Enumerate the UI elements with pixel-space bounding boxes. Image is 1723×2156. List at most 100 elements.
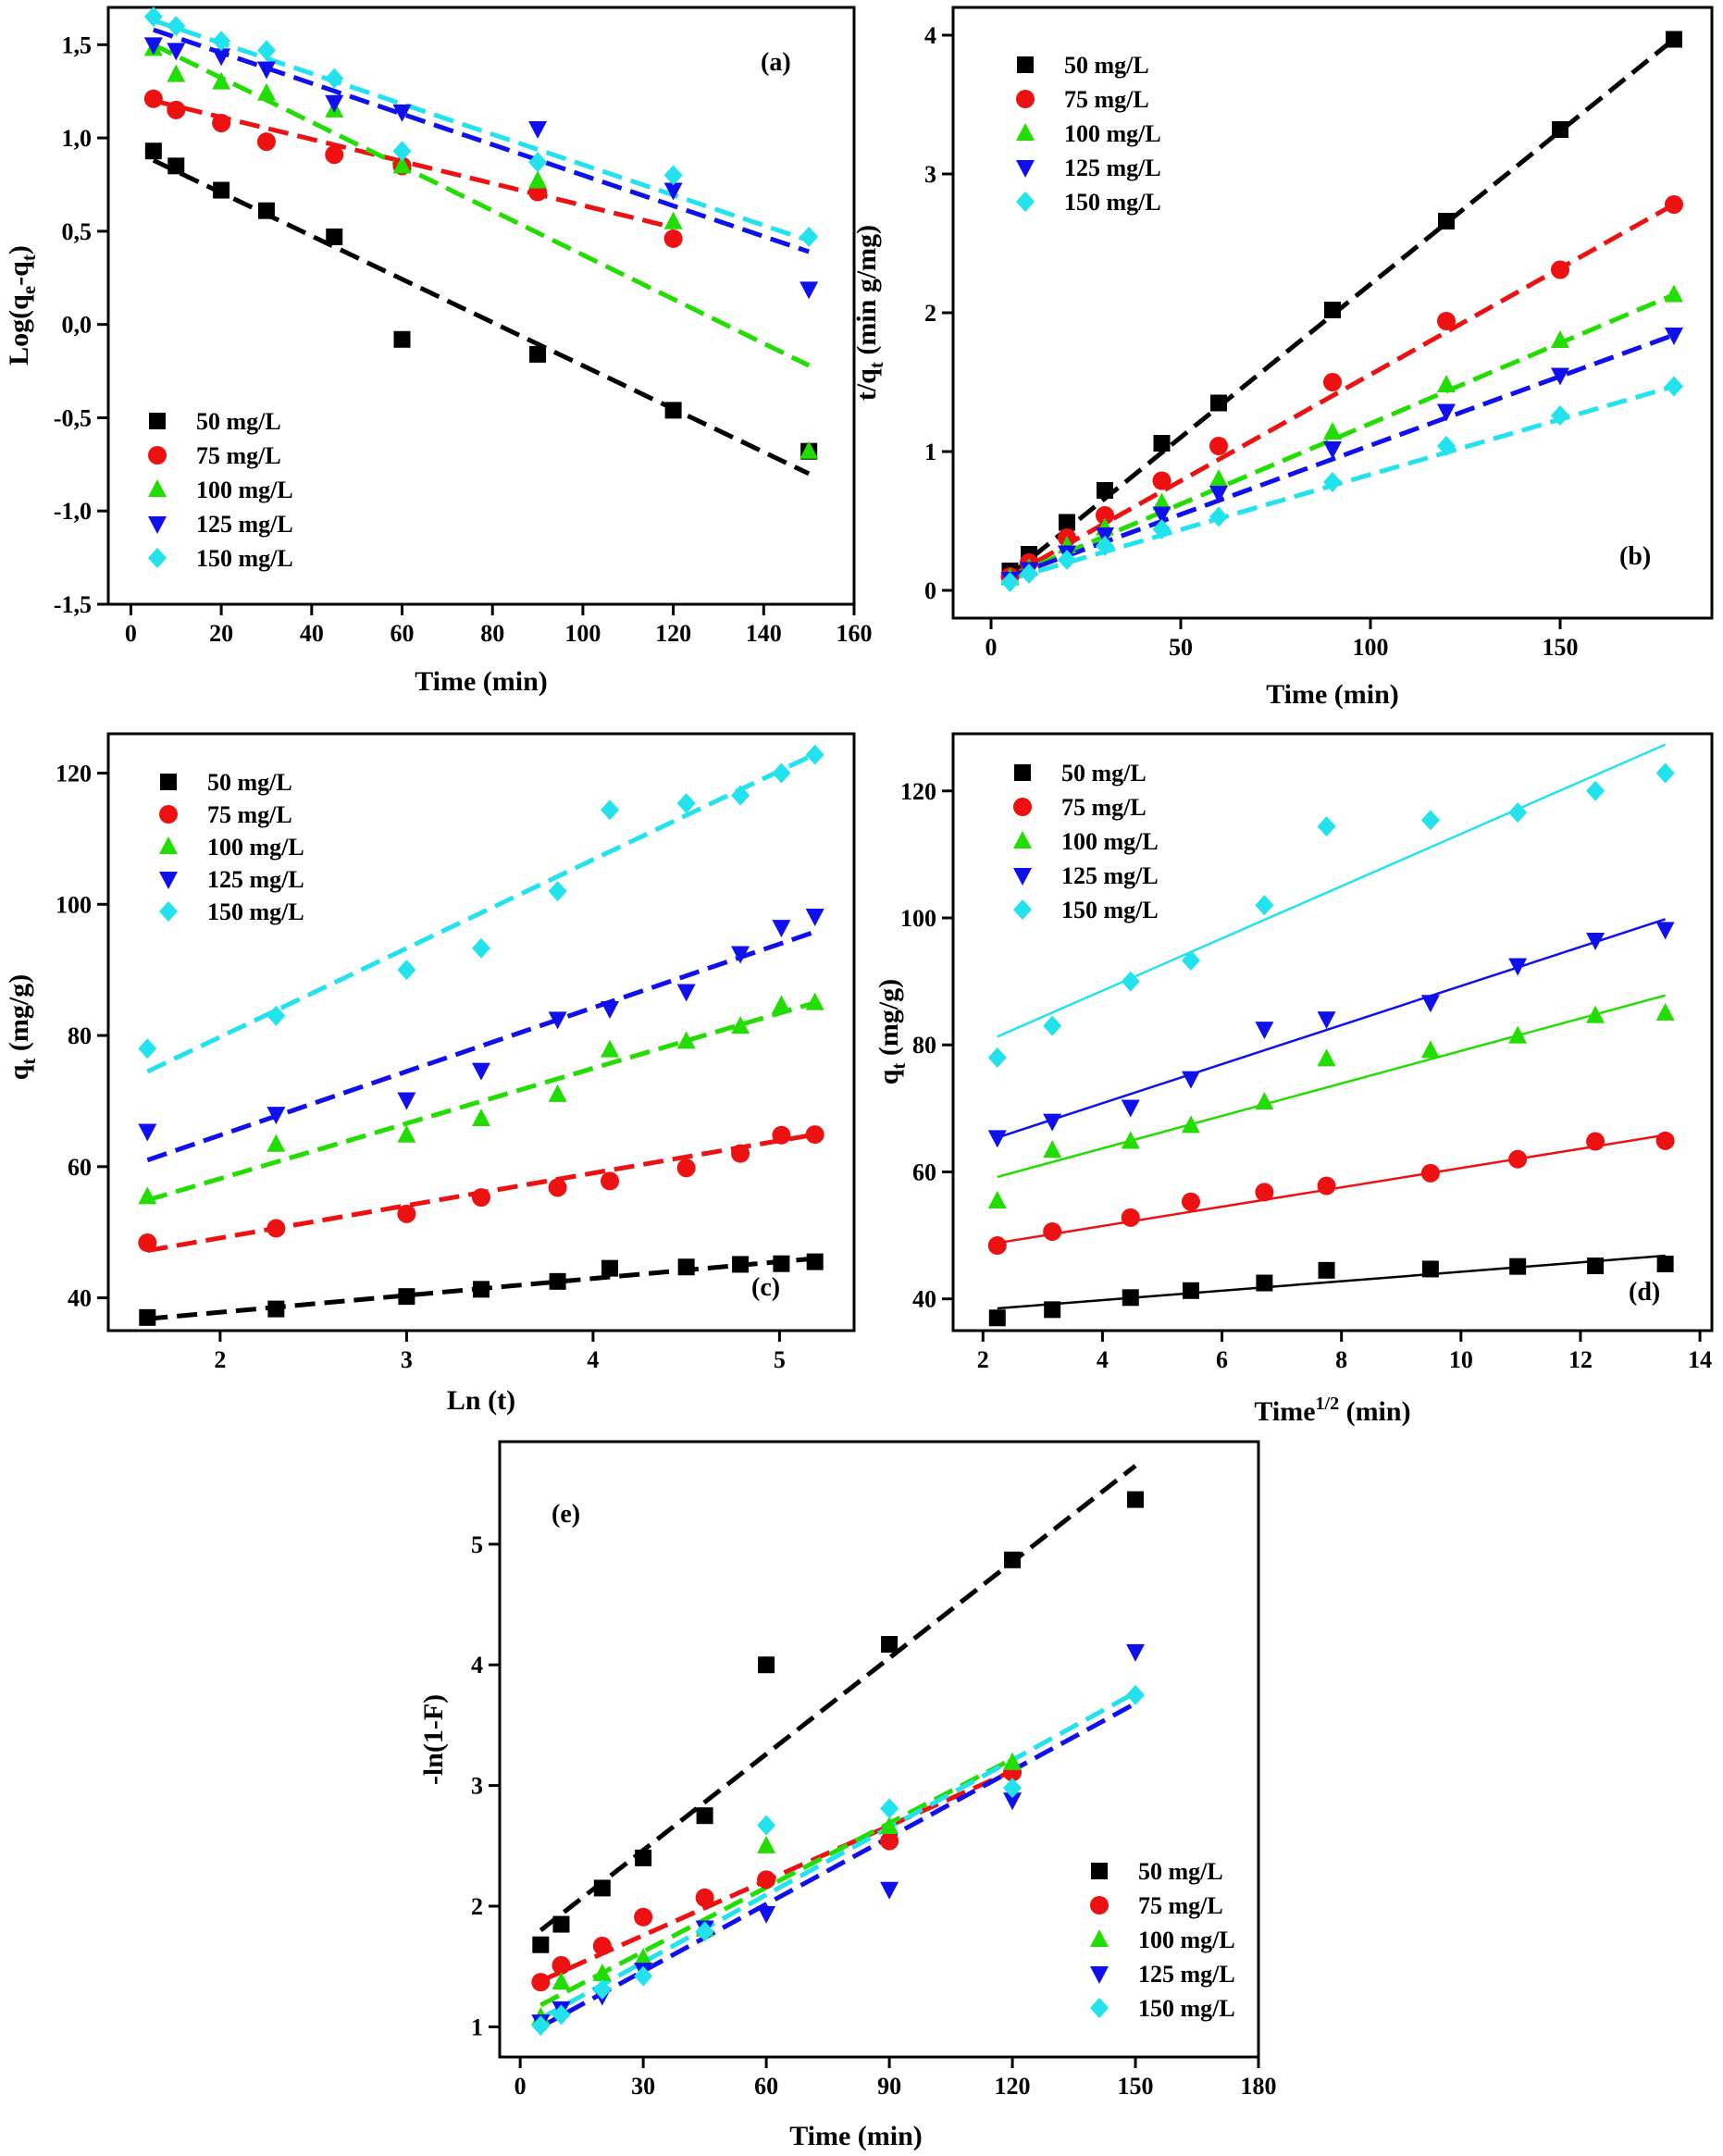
- panel-a-data-point: [167, 100, 186, 119]
- panel-c-data-point: [772, 1125, 791, 1145]
- panel-d-data-point: [1508, 1149, 1528, 1169]
- panel-b-legend-label: 150 mg/L: [1064, 189, 1161, 216]
- panel-e-data-point: [695, 1921, 714, 1942]
- panel-b-x-tick-label: 50: [1169, 634, 1193, 661]
- panel-d-data-point: [987, 1047, 1007, 1068]
- panel-e-x-tick-label: 120: [995, 2073, 1031, 2100]
- panel-e-legend-label: 100 mg/L: [1138, 1927, 1235, 1953]
- panel-d-x-tick-label: 2: [977, 1346, 989, 1373]
- panel-e-x-tick-label: 60: [754, 2073, 778, 2100]
- panel-b-data-point: [1097, 482, 1113, 499]
- panel-a-data-point: [800, 226, 819, 247]
- panel-e-x-tick-label: 0: [514, 2073, 527, 2100]
- panel-a-legend-marker: [149, 413, 166, 429]
- panel-e-legend-label: 125 mg/L: [1138, 1961, 1235, 1988]
- panel-d-data-point: [1508, 958, 1528, 976]
- panel-a-data-point: [167, 43, 186, 61]
- panel-d-y-tick-label: 120: [900, 778, 936, 805]
- panel-d-data-point: [1255, 1091, 1274, 1109]
- panel-a-data-point: [529, 345, 547, 363]
- panel-a-legend-label: 50 mg/L: [196, 408, 281, 435]
- panel-b-legend-marker: [1016, 192, 1035, 212]
- panel-d-data-point: [1586, 1132, 1605, 1151]
- panel-c-data-point: [548, 1084, 567, 1102]
- panel-e-data-point: [552, 1955, 571, 1975]
- panel-e-data-point: [1126, 1643, 1146, 1662]
- panel-a-data-point: [393, 330, 411, 348]
- panel-c-data-point: [548, 1011, 567, 1030]
- panel-c-data-point: [138, 1186, 157, 1205]
- panel-e-data-point: [592, 1978, 612, 2000]
- panel-c-data-point: [397, 1092, 416, 1110]
- panel-d-data-point: [1586, 780, 1605, 801]
- panel-a: 0 20 40 60 80 100 120 140 160 -1,5 -1,0 -0,5 0,0 0,5 1…: [4, 6, 873, 697]
- panel-e-data-point: [1127, 1491, 1145, 1508]
- panel-a-data-point: [664, 402, 682, 419]
- panel-c-y-tick-label: 60: [68, 1154, 92, 1181]
- panel-d-data-point: [1121, 1099, 1140, 1118]
- panel-d-data-point: [1318, 1261, 1335, 1279]
- panel-d-data-points: [987, 762, 1675, 1327]
- panel-d-fit-line-5: [997, 743, 1667, 1038]
- panel-c-legend-label: 150 mg/L: [207, 898, 304, 925]
- panel-c-data-point: [398, 1288, 415, 1306]
- panel-d-data-point: [1121, 1208, 1140, 1227]
- panel-a-y-tick-label: 1,0: [62, 125, 93, 152]
- panel-d-y-axis-label: qt (mg/g): [874, 979, 910, 1085]
- panel-e-legend-marker: [1091, 1863, 1108, 1879]
- panel-d-data-point: [987, 1236, 1007, 1256]
- panel-d-data-point: [1421, 1260, 1439, 1278]
- panel-d-fit-line-4: [997, 918, 1667, 1139]
- panel-c-legend-label: 50 mg/L: [207, 769, 292, 796]
- panel-b-data-point: [1551, 330, 1569, 348]
- panel-e-x-tick-label: 30: [631, 2073, 655, 2100]
- panel-d-data-point: [1122, 1289, 1139, 1307]
- panel-a-x-tick-label: 140: [746, 620, 782, 647]
- panel-c-legend-label: 75 mg/L: [207, 801, 292, 828]
- panel-c-data-point: [397, 1204, 416, 1223]
- panel-a-data-point: [392, 155, 412, 174]
- panel-d-tag: (d): [1629, 1278, 1660, 1307]
- panel-b-legend-marker: [1016, 123, 1035, 141]
- panel-b-data-point: [1551, 367, 1569, 386]
- panel-a-legend-label: 125 mg/L: [196, 511, 293, 538]
- panel-c-x-tick-label: 4: [587, 1346, 599, 1373]
- panel-d-x-tick-label: 6: [1216, 1346, 1228, 1373]
- panel-b-tag: (b): [1619, 542, 1651, 571]
- panel-d-data-point: [1420, 1040, 1440, 1059]
- panel-c-x-tick-label: 2: [214, 1346, 226, 1373]
- panel-b-data-point: [1552, 121, 1568, 138]
- panel-a-data-point: [212, 48, 231, 67]
- panel-c-data-point: [805, 1125, 824, 1145]
- panel-a-y-tick-label: -1,0: [54, 498, 92, 525]
- panel-a-data-point: [392, 104, 412, 122]
- panel-c-data-point: [805, 909, 824, 927]
- panel-e-data-point: [592, 1937, 612, 1956]
- panel-c-data-point: [805, 744, 824, 765]
- panel-e-data-point: [1003, 1792, 1023, 1811]
- panel-b-data-point: [1152, 506, 1171, 525]
- panel-a-data-point: [256, 82, 276, 101]
- panel-b-data-point: [1665, 376, 1683, 397]
- panel-e-data-point: [634, 1907, 653, 1927]
- panel-e-legend-marker: [1090, 1896, 1109, 1914]
- panel-c-y-tick-label: 40: [68, 1285, 92, 1312]
- panel-b-data-point: [1096, 506, 1114, 525]
- panel-b-data-point: [1437, 436, 1456, 456]
- panel-a-data-point: [143, 89, 163, 108]
- panel-a-legend-marker: [148, 548, 167, 568]
- panel-e-legend-label: 150 mg/L: [1138, 1995, 1235, 2022]
- panel-d-data-point: [1255, 1022, 1274, 1040]
- panel-e-data-point: [531, 2015, 551, 2037]
- panel-d-x-tick-label: 10: [1449, 1346, 1473, 1373]
- panel-c-data-point: [397, 960, 416, 981]
- panel-d-data-point: [1043, 1113, 1062, 1132]
- panel-d-data-point: [1181, 1071, 1200, 1089]
- panel-c-x-axis-label: Ln (t): [447, 1385, 515, 1416]
- panel-c-data-point: [473, 1281, 490, 1298]
- panel-e: 0 30 60 90 120 150 180 1 2 3 4 5 50 mg/L 75 mg/L 100 …: [418, 1440, 1277, 2151]
- panel-e-legend: 50 mg/L 75 mg/L 100 mg/L 125 mg/L 150 mg/L: [1090, 1858, 1235, 2022]
- panel-e-data-point: [552, 1972, 571, 1990]
- panel-b-legend-label: 75 mg/L: [1064, 86, 1149, 113]
- panel-e-x-axis-label: Time (min): [789, 2121, 923, 2151]
